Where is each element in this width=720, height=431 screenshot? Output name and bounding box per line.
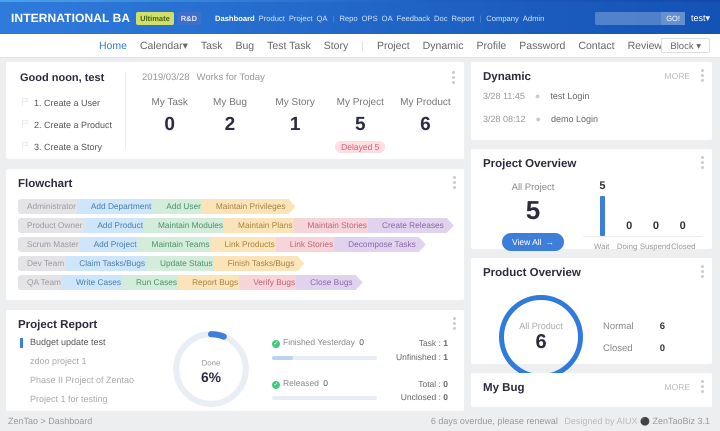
svg-text:6%: 6% xyxy=(201,371,221,386)
svg-text:Done: Done xyxy=(202,359,221,368)
